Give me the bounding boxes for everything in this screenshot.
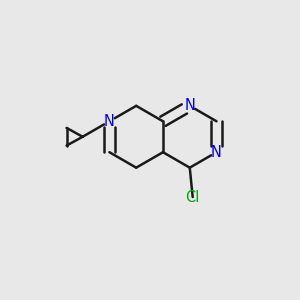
Text: N: N: [184, 98, 195, 113]
Text: N: N: [104, 114, 115, 129]
Text: N: N: [211, 145, 222, 160]
Text: Cl: Cl: [185, 190, 200, 205]
